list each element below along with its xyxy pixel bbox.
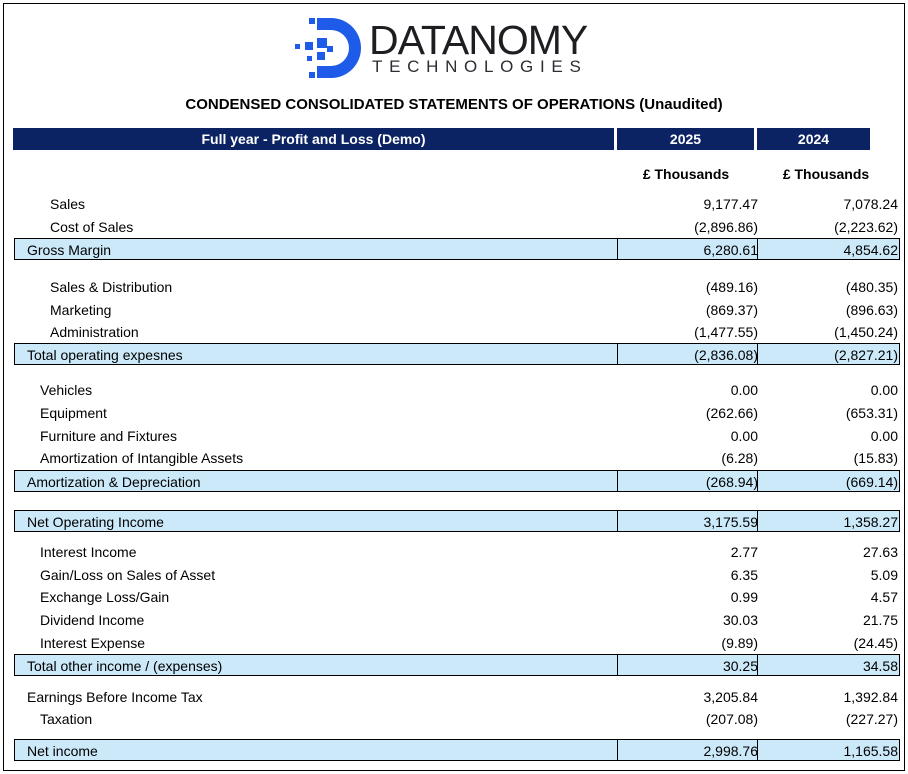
row-furniture-fixtures: Furniture and Fixtures 0.00 0.00 bbox=[14, 425, 900, 447]
row-gross-margin-total: Gross Margin 6,280.61 4,854.62 bbox=[14, 238, 900, 260]
header-label-cell: Full year - Profit and Loss (Demo) bbox=[13, 128, 614, 150]
row-net-operating-income: Net Operating Income 3,175.59 1,358.27 bbox=[14, 510, 900, 532]
value-2024: (2,223.62) bbox=[834, 219, 898, 235]
value-2025: 0.00 bbox=[730, 382, 758, 398]
row-label: Vehicles bbox=[40, 382, 93, 398]
value-2024: 5.09 bbox=[870, 567, 898, 583]
value-2024: 1,392.84 bbox=[843, 689, 899, 705]
row-label: Interest Income bbox=[40, 544, 137, 560]
row-label: Amortization of Intangible Assets bbox=[40, 450, 244, 466]
row-administration: Administration (1,477.55) (1,450.24) bbox=[14, 321, 900, 343]
value-2025: 0.99 bbox=[730, 589, 758, 605]
value-2024: 21.75 bbox=[862, 612, 898, 628]
row-label: Total other income / (expenses) bbox=[27, 658, 223, 674]
row-label: Administration bbox=[50, 324, 139, 340]
row-label: Sales & Distribution bbox=[50, 279, 173, 295]
row-marketing: Marketing (869.37) (896.63) bbox=[14, 299, 900, 321]
value-2025: 3,205.84 bbox=[703, 689, 759, 705]
row-equipment: Equipment (262.66) (653.31) bbox=[14, 402, 900, 424]
row-sales: Sales 9,177.47 7,078.24 bbox=[14, 193, 900, 215]
row-label: Equipment bbox=[40, 405, 107, 421]
row-exchange-loss-gain: Exchange Loss/Gain 0.99 4.57 bbox=[14, 586, 900, 608]
value-2024: (896.63) bbox=[845, 302, 898, 318]
row-interest-expense: Interest Expense (9.89) (24.45) bbox=[14, 632, 900, 654]
value-2025: (207.08) bbox=[705, 711, 758, 727]
row-label: Amortization & Depreciation bbox=[27, 474, 201, 490]
row-label: Interest Expense bbox=[40, 635, 146, 651]
value-2025: 0.00 bbox=[730, 428, 758, 444]
row-earnings-before-tax: Earnings Before Income Tax 3,205.84 1,39… bbox=[14, 686, 900, 708]
header-year-2024: 2024 bbox=[757, 128, 870, 150]
row-label: Net Operating Income bbox=[27, 514, 164, 530]
value-2025: 30.03 bbox=[722, 612, 758, 628]
value-2024: (669.14) bbox=[845, 474, 898, 490]
unit-label-2024: £ Thousands bbox=[782, 166, 870, 182]
statement-title: CONDENSED CONSOLIDATED STATEMENTS OF OPE… bbox=[185, 96, 723, 113]
brand-name: DATANOMY bbox=[369, 17, 588, 63]
row-label: Sales bbox=[50, 196, 86, 212]
row-label: Dividend Income bbox=[40, 612, 145, 628]
value-2025: (2,836.08) bbox=[694, 347, 758, 363]
value-2025: (9.89) bbox=[721, 635, 758, 651]
value-2024: (2,827.21) bbox=[834, 347, 898, 363]
value-2025: (1,477.55) bbox=[694, 324, 758, 340]
row-label: Cost of Sales bbox=[50, 219, 134, 235]
row-amortization-intangible: Amortization of Intangible Assets (6.28)… bbox=[14, 447, 900, 469]
value-2024: (480.35) bbox=[845, 279, 898, 295]
value-2025: (6.28) bbox=[721, 450, 758, 466]
brand-tagline: TECHNOLOGIES bbox=[372, 57, 588, 76]
value-2024: 0.00 bbox=[870, 382, 898, 398]
value-2024: (15.83) bbox=[853, 450, 898, 466]
row-label: Total operating expesnes bbox=[27, 347, 183, 363]
row-label: Gain/Loss on Sales of Asset bbox=[40, 567, 216, 583]
statement-page: DATANOMY TECHNOLOGIES CONDENSED CONSOLID… bbox=[3, 3, 905, 771]
row-gain-loss-asset-sales: Gain/Loss on Sales of Asset 6.35 5.09 bbox=[14, 564, 900, 586]
row-label: Gross Margin bbox=[27, 242, 112, 258]
value-2025: (268.94) bbox=[705, 474, 758, 490]
brand-logo: DATANOMY TECHNOLOGIES bbox=[287, 16, 588, 80]
value-2024: 1,358.27 bbox=[843, 514, 899, 530]
value-2024: (653.31) bbox=[845, 405, 898, 421]
row-amortization-depreciation-total: Amortization & Depreciation (268.94) (66… bbox=[14, 470, 900, 492]
value-2025: 6.35 bbox=[730, 567, 758, 583]
value-2024: 34.58 bbox=[862, 658, 898, 674]
value-2025: 9,177.47 bbox=[703, 196, 759, 212]
row-vehicles: Vehicles 0.00 0.00 bbox=[14, 379, 900, 401]
value-2024: (24.45) bbox=[853, 635, 898, 651]
value-2024: 7,078.24 bbox=[843, 196, 899, 212]
row-dividend-income: Dividend Income 30.03 21.75 bbox=[14, 609, 900, 631]
value-2025: (869.37) bbox=[705, 302, 758, 318]
value-2024: 1,165.58 bbox=[843, 743, 899, 759]
datanomy-d-logo-icon bbox=[295, 18, 361, 78]
row-total-operating-expenses: Total operating expesnes (2,836.08) (2,8… bbox=[14, 343, 900, 365]
row-label: Earnings Before Income Tax bbox=[27, 689, 203, 705]
row-net-income: Net income 2,998.76 1,165.58 bbox=[14, 739, 900, 761]
value-2024: 4.57 bbox=[870, 589, 898, 605]
value-2025: (489.16) bbox=[705, 279, 758, 295]
value-2025: 3,175.59 bbox=[703, 514, 759, 530]
row-interest-income: Interest Income 2.77 27.63 bbox=[14, 541, 900, 563]
value-2024: 4,854.62 bbox=[843, 242, 899, 258]
value-2025: 6,280.61 bbox=[703, 242, 759, 258]
value-2024: (1,450.24) bbox=[834, 324, 898, 340]
value-2024: (227.27) bbox=[845, 711, 898, 727]
row-cost-of-sales: Cost of Sales (2,896.86) (2,223.62) bbox=[14, 216, 900, 238]
value-2025: (262.66) bbox=[705, 405, 758, 421]
value-2025: 30.25 bbox=[722, 658, 758, 674]
unit-label-2025: £ Thousands bbox=[642, 166, 730, 182]
value-2025: (2,896.86) bbox=[694, 219, 758, 235]
row-label: Exchange Loss/Gain bbox=[40, 589, 170, 605]
row-label: Net income bbox=[27, 743, 98, 759]
value-2025: 2.77 bbox=[730, 544, 758, 560]
value-2024: 27.63 bbox=[862, 544, 898, 560]
value-2025: 2,998.76 bbox=[703, 743, 759, 759]
row-taxation: Taxation (207.08) (227.27) bbox=[14, 708, 900, 730]
header-year-2025: 2025 bbox=[617, 128, 754, 150]
row-total-other-income: Total other income / (expenses) 30.25 34… bbox=[14, 654, 900, 676]
row-sales-distribution: Sales & Distribution (489.16) (480.35) bbox=[14, 276, 900, 298]
row-label: Furniture and Fixtures bbox=[40, 428, 177, 444]
row-label: Taxation bbox=[40, 711, 93, 727]
row-label: Marketing bbox=[50, 302, 112, 318]
value-2024: 0.00 bbox=[870, 428, 898, 444]
